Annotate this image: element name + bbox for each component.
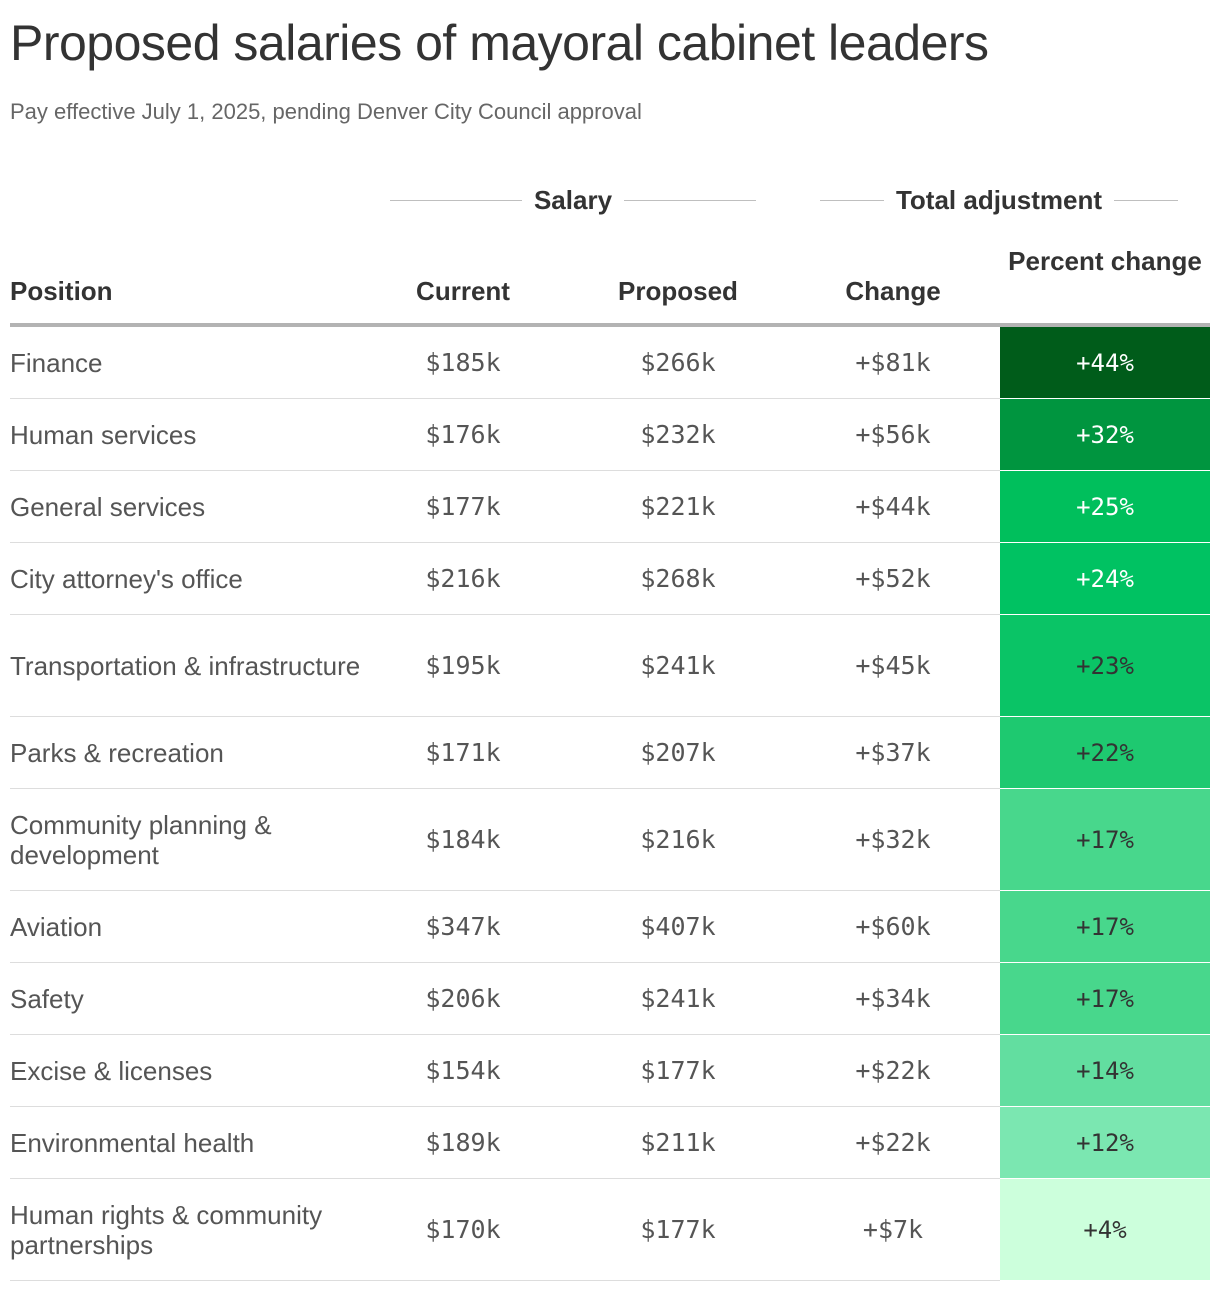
change-cell: +$52k — [855, 564, 931, 593]
change-cell: +$45k — [855, 651, 931, 680]
table-row: Safety $206k $241k +$34k +17% — [10, 963, 1210, 1035]
group-rule — [624, 199, 757, 201]
change-cell: +$60k — [855, 912, 931, 941]
current-salary-cell: $176k — [425, 420, 501, 449]
position-cell: Excise & licenses — [10, 1055, 213, 1086]
table-row: General services $177k $221k +$44k +25% — [10, 471, 1210, 543]
column-header-current: Current — [416, 276, 510, 306]
current-salary-cell: $177k — [425, 492, 501, 521]
current-salary-cell: $347k — [425, 912, 501, 941]
column-header-position: Position — [10, 276, 113, 306]
table-row: Aviation $347k $407k +$60k +17% — [10, 891, 1210, 963]
percent-change-cell: +22% — [1000, 717, 1210, 789]
percent-change-cell: +24% — [1000, 543, 1210, 615]
current-salary-cell: $171k — [425, 738, 501, 767]
proposed-salary-cell: $221k — [640, 492, 716, 521]
percent-change-cell: +4% — [1000, 1179, 1210, 1281]
current-salary-cell: $216k — [425, 564, 501, 593]
table-row: Human rights & community partnerships $17… — [10, 1179, 1210, 1281]
table-row: Finance $185k $266k +$81k +44% — [10, 327, 1210, 399]
percent-change-cell: +17% — [1000, 789, 1210, 891]
position-cell: General services — [10, 491, 206, 522]
current-salary-cell: $154k — [425, 1056, 501, 1085]
position-cell: Community planning & development — [10, 809, 272, 870]
proposed-salary-cell: $216k — [640, 825, 716, 854]
position-cell: Human rights & community partnerships — [10, 1199, 323, 1260]
change-cell: +$37k — [855, 738, 931, 767]
salary-group-label: Salary — [533, 184, 613, 215]
proposed-salary-cell: $207k — [640, 738, 716, 767]
table-row: Excise & licenses $154k $177k +$22k +14% — [10, 1035, 1210, 1107]
proposed-salary-cell: $268k — [640, 564, 716, 593]
table-row: Environmental health $189k $211k +$22k +12% — [10, 1107, 1210, 1179]
current-salary-cell: $195k — [425, 651, 501, 680]
position-cell: Transportation & infrastructure — [10, 650, 361, 681]
column-header-percent-change: Percent change — [1008, 246, 1202, 276]
proposed-salary-cell: $177k — [640, 1056, 716, 1085]
group-rule — [820, 199, 884, 201]
table-row: Transportation & infrastructure $195k $241… — [10, 615, 1210, 717]
adjustment-group-label: Total adjustment — [895, 184, 1103, 215]
table-row: City attorney's office $216k $268k +$52k +24… — [10, 543, 1210, 615]
change-cell: +$56k — [855, 420, 931, 449]
position-cell: City attorney's office — [10, 563, 243, 594]
chart-subtitle: Pay effective July 1, 2025, pending Denv… — [10, 99, 642, 124]
percent-change-cell: +25% — [1000, 471, 1210, 543]
table-row: Parks & recreation $171k $207k +$37k +22% — [10, 717, 1210, 789]
percent-change-cell: +17% — [1000, 891, 1210, 963]
position-cell: Human services — [10, 419, 197, 450]
percent-change-cell: +32% — [1000, 399, 1210, 471]
column-header-change: Change — [845, 276, 941, 306]
current-salary-cell: $184k — [425, 825, 501, 854]
current-salary-cell: $185k — [425, 348, 501, 377]
change-cell: +$44k — [855, 492, 931, 521]
percent-change-cell: +23% — [1000, 615, 1210, 717]
position-cell: Environmental health — [10, 1127, 255, 1158]
change-cell: +$34k — [855, 984, 931, 1013]
proposed-salary-cell: $177k — [640, 1215, 716, 1244]
position-cell: Parks & recreation — [10, 737, 224, 768]
group-rule — [1114, 199, 1178, 201]
percent-change-cell: +17% — [1000, 963, 1210, 1035]
change-cell: +$7k — [862, 1215, 924, 1244]
percent-change-cell: +12% — [1000, 1107, 1210, 1179]
proposed-salary-cell: $266k — [640, 348, 716, 377]
group-rule — [390, 199, 522, 201]
position-cell: Aviation — [10, 911, 103, 942]
table-row: Community planning & development $184k $21… — [10, 789, 1210, 891]
current-salary-cell: $170k — [425, 1215, 501, 1244]
chart-title: Proposed salaries of mayoral cabinet lea… — [10, 15, 989, 71]
position-cell: Safety — [10, 983, 84, 1014]
proposed-salary-cell: $241k — [640, 651, 716, 680]
position-cell: Finance — [10, 347, 103, 378]
change-cell: +$22k — [855, 1056, 931, 1085]
table-row: Human services $176k $232k +$56k +32% — [10, 399, 1210, 471]
salary-group-header: Salary — [390, 183, 757, 217]
change-cell: +$81k — [855, 348, 931, 377]
proposed-salary-cell: $407k — [640, 912, 716, 941]
adjustment-group-header: Total adjustment — [820, 183, 1178, 217]
proposed-salary-cell: $232k — [640, 420, 716, 449]
percent-change-cell: +44% — [1000, 327, 1210, 399]
percent-change-cell: +14% — [1000, 1035, 1210, 1107]
change-cell: +$22k — [855, 1128, 931, 1157]
header-rule — [10, 323, 1210, 327]
proposed-salary-cell: $211k — [640, 1128, 716, 1157]
change-cell: +$32k — [855, 825, 931, 854]
column-header-proposed: Proposed — [618, 276, 738, 306]
current-salary-cell: $189k — [425, 1128, 501, 1157]
current-salary-cell: $206k — [425, 984, 501, 1013]
proposed-salary-cell: $241k — [640, 984, 716, 1013]
table-body: Finance $185k $266k +$81k +44% Human services… — [10, 327, 1210, 1281]
